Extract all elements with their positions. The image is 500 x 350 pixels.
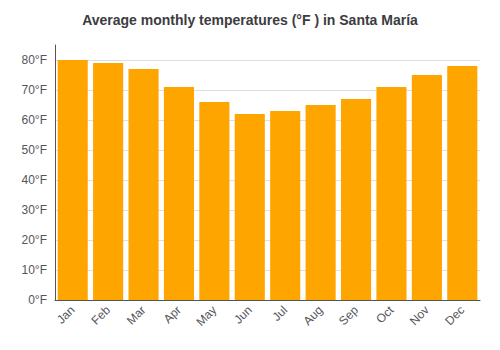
svg-text:Mar: Mar: [124, 303, 149, 327]
svg-text:60°F: 60°F: [22, 113, 47, 127]
svg-text:Nov: Nov: [407, 303, 432, 328]
svg-text:Jan: Jan: [54, 303, 78, 327]
svg-text:Aug: Aug: [301, 303, 326, 328]
svg-text:80°F: 80°F: [22, 53, 47, 67]
svg-text:30°F: 30°F: [22, 203, 47, 217]
svg-text:Dec: Dec: [442, 303, 467, 328]
svg-text:Average monthly temperatures (: Average monthly temperatures (°F ) in Sa…: [82, 12, 418, 28]
svg-text:0°F: 0°F: [28, 293, 47, 307]
svg-text:May: May: [193, 303, 219, 329]
svg-text:20°F: 20°F: [22, 233, 47, 247]
svg-text:Feb: Feb: [89, 303, 114, 328]
svg-text:Sep: Sep: [336, 303, 361, 328]
svg-text:Apr: Apr: [161, 303, 184, 326]
svg-text:Oct: Oct: [373, 303, 397, 327]
svg-text:10°F: 10°F: [22, 263, 47, 277]
svg-text:Jun: Jun: [231, 303, 255, 327]
svg-text:50°F: 50°F: [22, 143, 47, 157]
svg-text:70°F: 70°F: [22, 83, 47, 97]
svg-text:40°F: 40°F: [22, 173, 47, 187]
svg-text:Jul: Jul: [269, 303, 290, 324]
